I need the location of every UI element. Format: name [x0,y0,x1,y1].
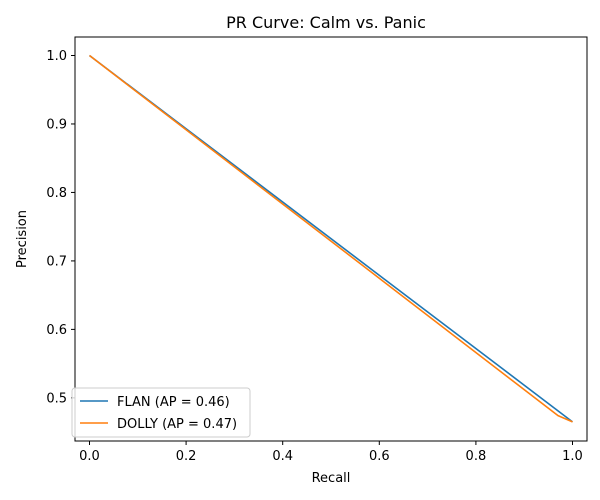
series-line-dolly [89,54,573,423]
legend-label-flan: FLAN (AP = 0.46) [117,395,230,410]
y-tick-label: 0.5 [46,391,67,406]
y-tick-label: 0.8 [46,186,67,201]
x-tick-label: 0.4 [272,449,293,464]
x-tick-label: 1.0 [562,449,583,464]
y-tick-label: 0.9 [46,117,67,132]
y-tick-label: 0.6 [46,323,67,338]
x-tick-label: 0.2 [176,449,197,464]
x-axis-ticks: 0.0 0.2 0.4 0.6 0.8 1.0 [79,441,583,464]
series-layer [89,54,573,423]
x-tick-label: 0.0 [79,449,100,464]
y-axis-ticks: 0.5 0.6 0.7 0.8 0.9 1.0 [46,49,75,406]
legend: FLAN (AP = 0.46) DOLLY (AP = 0.47) [71,387,251,438]
x-tick-label: 0.8 [466,449,487,464]
plot-area-frame [74,36,588,442]
y-tick-label: 1.0 [46,49,67,64]
x-axis-label: Recall [312,471,351,486]
y-tick-label: 0.7 [46,254,67,269]
y-axis-label: Precision [15,210,30,268]
legend-frame [71,387,251,438]
x-tick-label: 0.6 [369,449,390,464]
legend-label-dolly: DOLLY (AP = 0.47) [117,417,237,432]
chart-title: PR Curve: Calm vs. Panic [226,13,426,32]
